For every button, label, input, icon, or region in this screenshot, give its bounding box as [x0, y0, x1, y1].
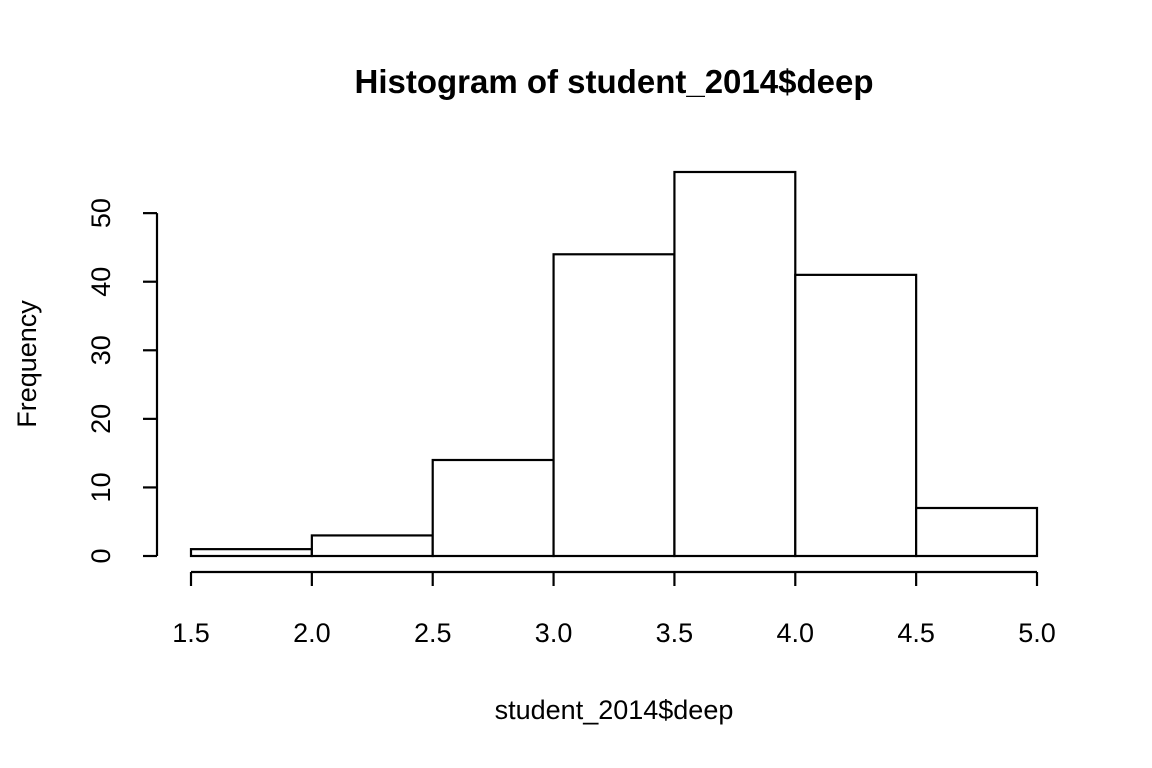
y-axis-label: Frequency — [12, 300, 42, 428]
histogram-bar — [310, 534, 434, 558]
x-axis-label: student_2014$deep — [495, 695, 734, 725]
y-tick-label: 20 — [86, 404, 116, 434]
chart-title: Histogram of student_2014$deep — [355, 63, 874, 100]
histogram-bar — [552, 253, 676, 558]
y-tick-label: 0 — [86, 548, 116, 563]
x-tick-label: 4.0 — [777, 618, 815, 648]
x-tick-label: 1.5 — [172, 618, 210, 648]
x-tick-label: 2.0 — [293, 618, 331, 648]
x-tick-label: 3.0 — [535, 618, 573, 648]
y-tick-label: 10 — [86, 472, 116, 502]
histogram-bar — [794, 273, 918, 558]
bars-group — [189, 170, 1039, 558]
histogram-bar — [431, 458, 555, 558]
y-tick-label: 30 — [86, 335, 116, 365]
x-tick-label: 3.5 — [656, 618, 694, 648]
x-tick-label: 4.5 — [897, 618, 935, 648]
y-tick-label: 40 — [86, 267, 116, 297]
histogram-bar — [673, 170, 797, 558]
y-axis: 0 10 20 30 40 50 — [86, 198, 159, 564]
histogram-bar — [915, 506, 1039, 558]
x-tick-label: 2.5 — [414, 618, 452, 648]
y-tick-label: 50 — [86, 198, 116, 228]
x-axis: 1.5 2.0 2.5 3.0 3.5 4.0 4.5 5.0 — [172, 570, 1056, 648]
histogram-bar — [189, 548, 313, 558]
x-tick-label: 5.0 — [1018, 618, 1056, 648]
